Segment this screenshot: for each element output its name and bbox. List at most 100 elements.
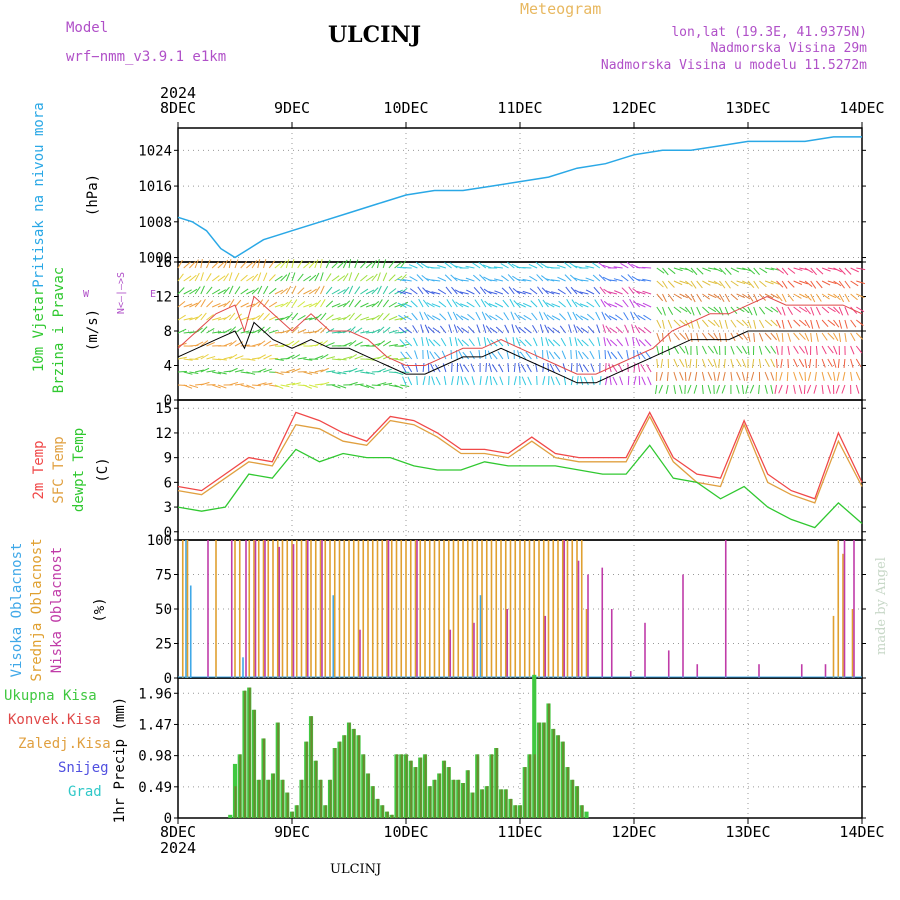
wind-arrow <box>679 384 683 394</box>
wind-arrow <box>459 363 464 373</box>
wind-arrow <box>656 293 664 302</box>
wind-arrow <box>325 314 334 321</box>
wind-arrow <box>206 341 215 347</box>
wind-arrow <box>371 342 381 347</box>
wind-arrow <box>662 332 664 343</box>
wind-arrow <box>371 287 379 295</box>
wind-arrows <box>177 259 866 395</box>
wind-arrow <box>194 286 201 295</box>
wind-arrow <box>331 358 341 361</box>
wind-arrow <box>582 351 589 360</box>
model-name: wrf−nmm_v3.9.1 e1km <box>66 49 227 65</box>
wind-arrow <box>639 351 646 360</box>
wind-arrow <box>432 327 441 334</box>
wind-arrow <box>758 384 760 395</box>
wind-arrow <box>598 274 606 282</box>
wind-arrow <box>410 300 418 308</box>
wind-arrow <box>598 262 606 269</box>
wind-arrow <box>223 328 232 334</box>
wind-arrow <box>679 358 685 368</box>
wind-arrow <box>810 280 817 289</box>
wind-arrow <box>545 337 549 347</box>
wind-arrow <box>354 355 364 360</box>
wind-arrow <box>382 272 388 282</box>
wind-arrow <box>642 278 652 282</box>
wind-arrow <box>850 358 854 368</box>
cloud-unit: (%) <box>92 597 108 622</box>
wind-arrow <box>489 327 498 334</box>
wind-arrow <box>360 261 367 269</box>
wind-arrow <box>189 371 199 374</box>
conv-precip-bar <box>267 779 270 818</box>
wind-arrow <box>488 303 498 308</box>
wind-arrow <box>257 259 261 269</box>
wind-arrow <box>798 358 805 368</box>
wind-arrow <box>342 300 351 308</box>
wind-arrow <box>535 363 538 373</box>
wind-arrow <box>504 324 510 334</box>
wind-arrow <box>798 319 807 327</box>
wind-arrow <box>707 293 717 299</box>
time-tick-label-top: 13DEC <box>725 99 770 117</box>
wind-arrow <box>536 274 544 282</box>
time-tick-label-bottom: 11DEC <box>497 823 542 841</box>
wind-arrow <box>552 327 561 334</box>
wind-arrow <box>280 301 289 308</box>
wind-arrow <box>431 279 441 282</box>
wind-arrow <box>764 306 773 313</box>
wind-arrow <box>764 345 771 354</box>
wind-arrow <box>477 337 481 347</box>
wind-arrow <box>426 314 435 321</box>
wind-unit: (m/s) <box>85 309 101 351</box>
wind-arrow <box>377 382 387 386</box>
wind-arrow <box>424 324 430 334</box>
wind-arrow <box>753 319 757 329</box>
wind-arrow <box>217 261 225 269</box>
wind-arrow <box>835 384 840 394</box>
wind-arrow <box>723 358 726 369</box>
wind-arrow <box>632 288 641 295</box>
wind-arrow <box>479 274 487 282</box>
y-tick-label: 12 <box>155 290 172 306</box>
y-tick-label: 0 <box>164 671 172 687</box>
wind-arrow <box>459 279 469 282</box>
wind-arrow <box>348 259 352 269</box>
wind-arrow <box>736 280 746 285</box>
wind-arrow <box>696 280 703 289</box>
wind-arrow <box>343 342 352 347</box>
wind-arrow <box>269 343 279 347</box>
wind-arrow <box>502 299 509 308</box>
wind-arrow <box>776 306 782 315</box>
wind-arrow <box>439 313 447 321</box>
wind-arrow <box>223 314 232 321</box>
wind-arrow <box>228 326 237 334</box>
wind-arrow <box>567 311 572 321</box>
wind-arrow <box>398 314 407 321</box>
wind-arrow <box>708 267 718 271</box>
wind-arrow <box>354 369 364 373</box>
wind-arrow <box>360 344 370 347</box>
wind-arrow <box>702 267 711 272</box>
wind-arrow <box>206 327 215 334</box>
wind-arrow <box>200 353 209 360</box>
wind-arrow <box>517 314 526 321</box>
wind-arrow <box>770 358 776 368</box>
wind-arrow <box>479 376 482 386</box>
wind-arrow <box>422 287 430 295</box>
wind-arrow <box>308 316 318 321</box>
wind-arrow <box>397 290 407 295</box>
conv-precip-bar <box>471 792 475 818</box>
wind-arrow <box>696 345 698 356</box>
wind-arrow <box>320 272 324 282</box>
wind-arrow <box>764 319 773 327</box>
wind-arrow <box>286 368 295 373</box>
wind-arrow <box>736 332 744 340</box>
wind-arrow <box>399 260 407 269</box>
wind-arrow <box>428 375 430 386</box>
wind-arrow <box>758 332 764 342</box>
wind-arrow <box>523 314 532 321</box>
wind-arrow <box>483 288 492 295</box>
wind-arrow <box>513 300 521 308</box>
wind-arrow <box>285 313 293 321</box>
conv-precip-bar <box>343 735 346 818</box>
